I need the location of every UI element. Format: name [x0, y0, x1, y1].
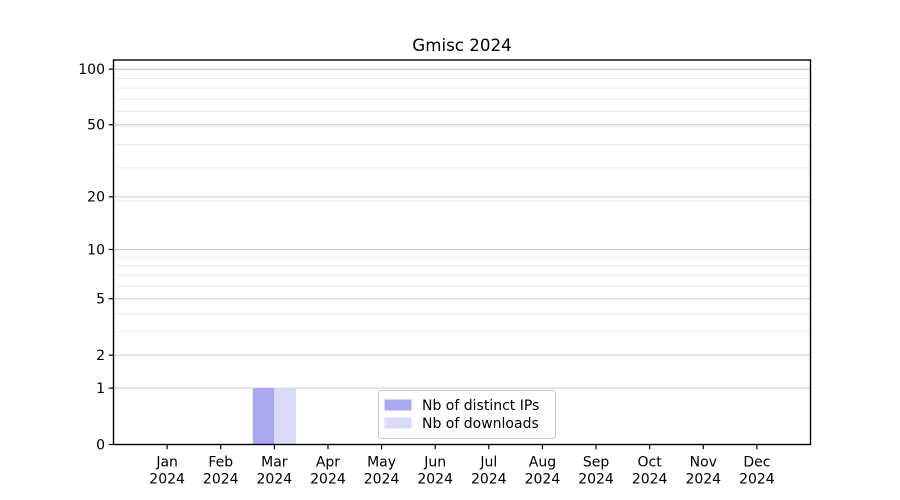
- chart-title: Gmisc 2024: [412, 35, 511, 55]
- axis-ticks: [108, 68, 758, 450]
- y-tick-label: 2: [96, 348, 105, 364]
- x-tick-label: May 2024: [364, 455, 400, 488]
- legend-swatch-distinct-ips: [384, 399, 412, 411]
- plot-area-border: [112, 59, 812, 446]
- gridlines: [113, 68, 811, 389]
- legend: Nb of distinct IPs Nb of downloads: [378, 390, 556, 439]
- x-tick-label: Nov 2024: [685, 455, 721, 488]
- x-tick-label: Dec 2024: [739, 455, 775, 488]
- x-tick-label: Aug 2024: [525, 455, 561, 488]
- x-tick-label: Jun 2024: [417, 455, 453, 488]
- y-tick-label: 10: [87, 242, 105, 258]
- y-tick-label: 1: [96, 381, 105, 397]
- x-tick-label: Oct 2024: [632, 455, 668, 488]
- x-tick-label: Mar 2024: [257, 455, 293, 488]
- axis-tick-labels: 0 1 2 5 10 20 50 100 Jan 2024 Feb 2024 Mar 2024 Apr 202…: [78, 62, 775, 488]
- y-tick-label: 100: [78, 62, 105, 78]
- bar-nb-of-downloads: [274, 388, 296, 445]
- legend-swatch-downloads: [384, 417, 412, 429]
- x-tick-label: Jan 2024: [149, 455, 185, 488]
- x-tick-label: Jul 2024: [471, 455, 507, 488]
- y-tick-label: 50: [87, 118, 105, 134]
- legend-frame: [378, 390, 556, 439]
- y-tick-label: 0: [96, 437, 105, 453]
- bars: [252, 388, 296, 445]
- y-tick-label: 5: [96, 292, 105, 308]
- x-tick-label: Feb 2024: [203, 455, 239, 488]
- x-tick-label: Apr 2024: [310, 455, 346, 488]
- legend-label-distinct-ips: Nb of distinct IPs: [422, 398, 539, 414]
- y-tick-label: 20: [87, 190, 105, 206]
- bar-nb-of-distinct-ips: [252, 388, 275, 445]
- x-tick-label: Sep 2024: [578, 455, 614, 488]
- legend-label-downloads: Nb of downloads: [422, 416, 539, 432]
